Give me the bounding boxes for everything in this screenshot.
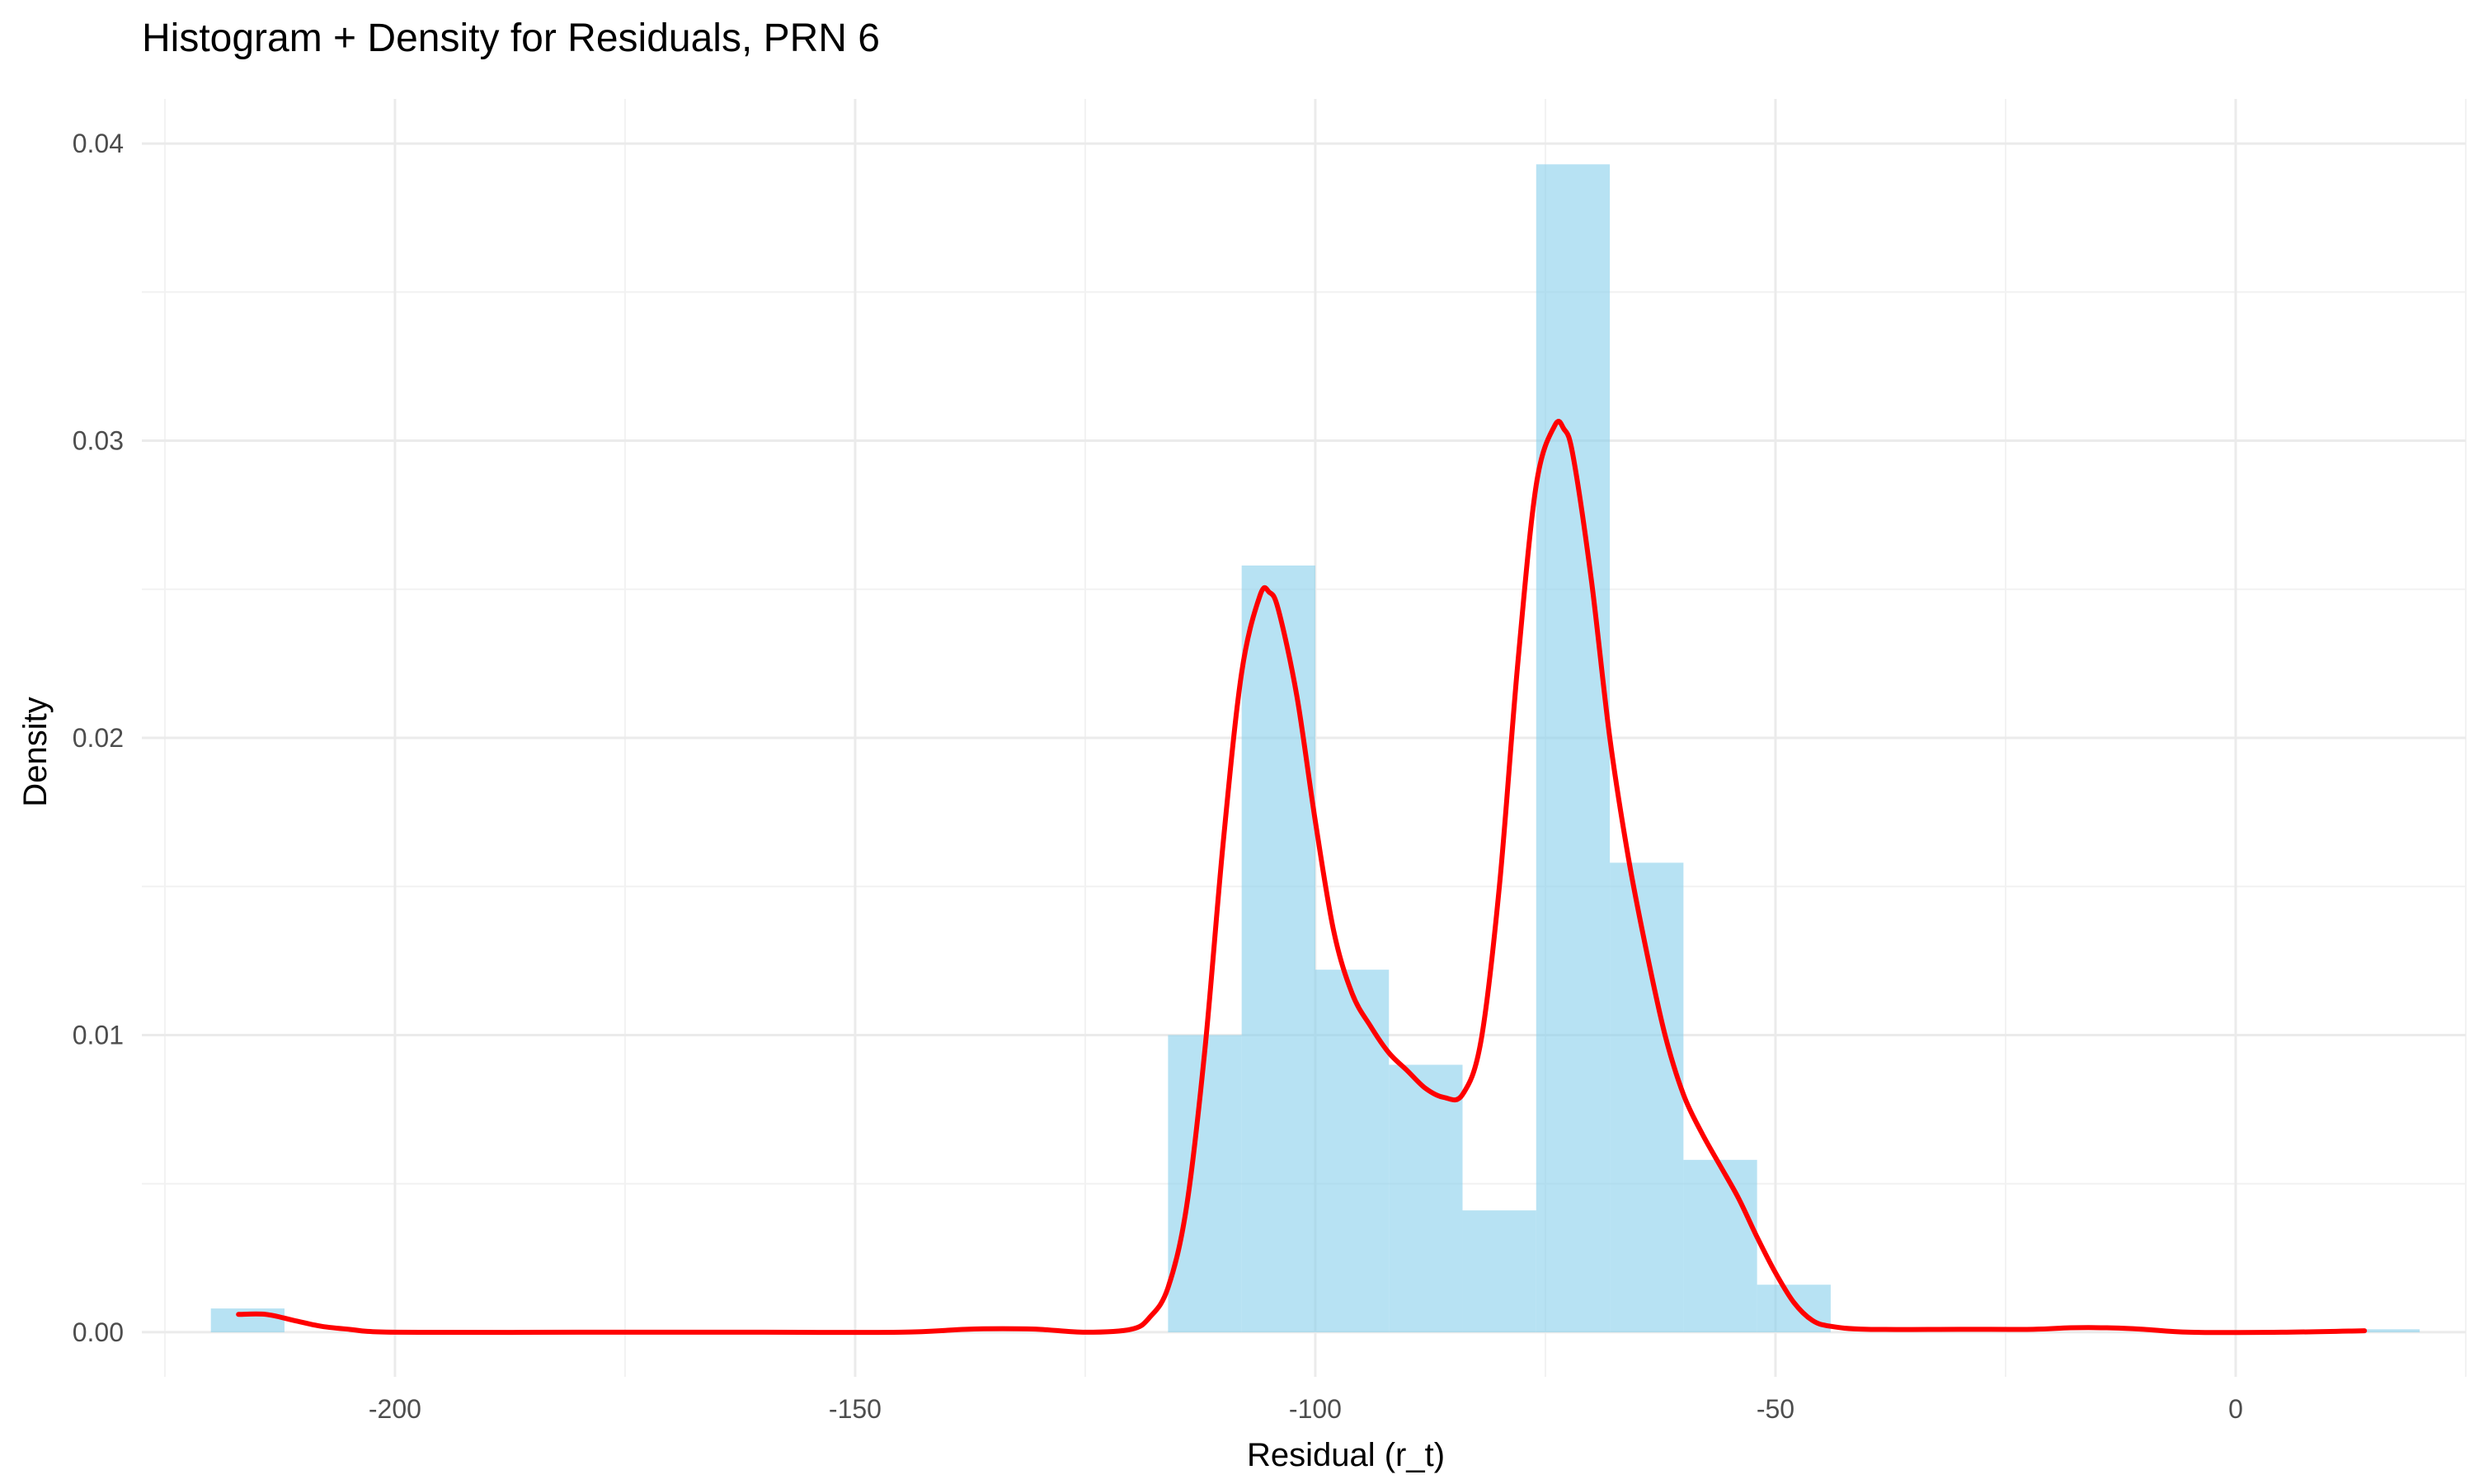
density-curve-layer [236,419,2368,1336]
y-tick-label: 0.03 [73,426,124,456]
chart-title: Histogram + Density for Residuals, PRN 6 [142,16,880,60]
histogram-bar [1315,970,1390,1332]
y-tick-label: 0.00 [73,1317,124,1347]
histogram-bars [210,164,2420,1332]
histogram-bar [2345,1329,2420,1332]
histogram-bar [1389,1064,1463,1332]
histogram-bar [1462,1210,1536,1332]
histogram-bar [1536,164,1611,1332]
x-axis-title: Residual (r_t) [1247,1437,1445,1473]
x-tick-label: -200 [369,1394,421,1424]
histogram-bar [1168,1035,1242,1332]
x-tick-label: -100 [1289,1394,1342,1424]
x-tick-label: -50 [1757,1394,1794,1424]
y-tick-label: 0.01 [73,1020,124,1050]
y-axis-title: Density [17,697,54,806]
histogram-bar [1683,1159,1757,1332]
y-tick-label: 0.02 [73,723,124,753]
histogram-bar [1610,862,1684,1332]
density-curve [236,419,2368,1336]
y-tick-label: 0.04 [73,129,124,158]
grid-layer [142,99,2467,1377]
x-tick-label: 0 [2228,1394,2243,1424]
tick-labels: -200 -150 -100 -50 0 0.00 0.01 0.02 0.03 0.04 [73,129,2243,1424]
histogram-bar [1241,565,1315,1332]
x-tick-label: -150 [829,1394,882,1424]
